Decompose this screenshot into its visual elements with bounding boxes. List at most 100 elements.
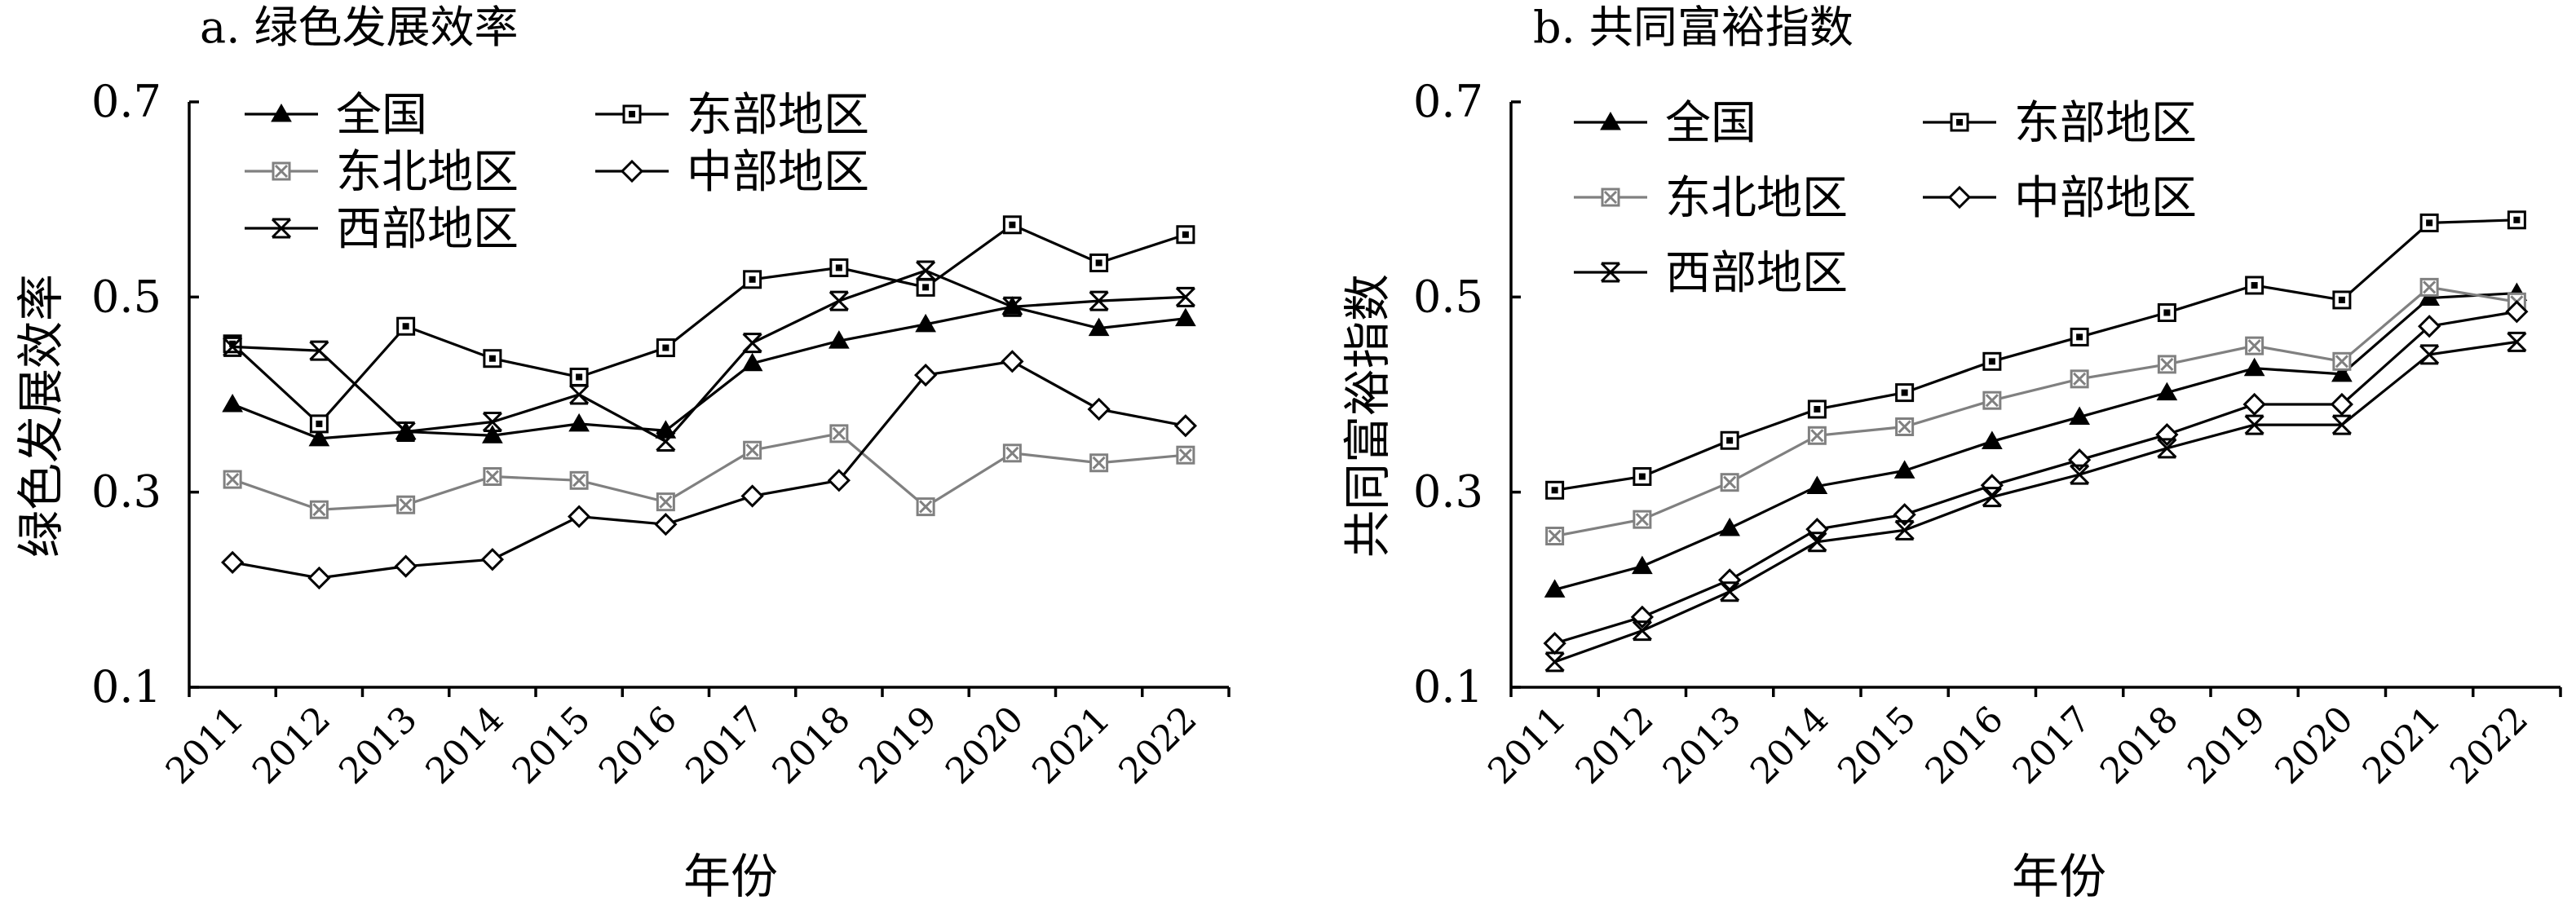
y-axis-label: 绿色发展效率 (13, 274, 68, 558)
data-point (394, 554, 418, 578)
x-axis-label: 年份 (2012, 849, 2106, 904)
series-2 (223, 424, 1195, 519)
data-point (2331, 363, 2353, 382)
data-point (2419, 287, 2440, 307)
data-point (829, 258, 849, 277)
data-point (2419, 277, 2439, 297)
data-point (1175, 307, 1196, 327)
data-point (568, 505, 591, 528)
data-point (223, 336, 243, 357)
data-point (568, 413, 590, 432)
series-2 (1545, 277, 2526, 546)
x-tick-label: 2020 (938, 699, 1032, 792)
data-point (2507, 331, 2527, 352)
series-1 (1545, 210, 2526, 500)
y-tick-label: 0.1 (91, 661, 161, 713)
series-line (1554, 291, 2517, 591)
data-point (915, 313, 936, 333)
data-point (2418, 315, 2441, 338)
data-point (743, 440, 762, 460)
data-point (742, 333, 762, 354)
legend-marker (1600, 111, 1621, 130)
x-tick-label: 2011 (158, 699, 252, 792)
data-point (483, 467, 502, 487)
data-point (1002, 215, 1022, 235)
series-line (232, 269, 1186, 443)
data-point (2070, 327, 2089, 346)
data-point (1807, 532, 1827, 553)
data-point (482, 412, 502, 433)
legend-label: 中部地区 (687, 146, 869, 199)
data-point (2157, 438, 2177, 459)
legend-marker (271, 218, 292, 239)
y-tick-label: 0.3 (1413, 466, 1483, 518)
data-point (309, 340, 329, 361)
y-tick-label: 0.7 (1413, 76, 1483, 127)
x-tick-label: 2019 (2180, 699, 2273, 792)
x-tick-label: 2022 (2442, 699, 2536, 792)
data-point (916, 277, 935, 297)
x-tick-label: 2012 (1567, 699, 1661, 792)
data-point (395, 421, 416, 442)
data-point (2505, 300, 2529, 324)
x-tick-label: 2021 (2355, 699, 2449, 792)
data-point (2244, 414, 2264, 435)
x-tick-label: 2015 (505, 699, 599, 792)
series-line (1554, 340, 2517, 664)
data-point (1176, 225, 1195, 245)
data-point (656, 492, 675, 512)
legend-item: 东部地区 (1923, 97, 2197, 150)
x-tick-label: 2019 (851, 699, 945, 792)
series-line (232, 223, 1186, 426)
data-point (1545, 480, 1565, 500)
data-point (1632, 555, 1653, 575)
data-point (480, 548, 504, 571)
legend-label: 全国 (336, 89, 427, 142)
data-point (1895, 417, 1915, 436)
data-point (1633, 510, 1652, 529)
legend-label: 东部地区 (687, 89, 869, 142)
data-point (1980, 474, 2004, 497)
data-point (308, 427, 330, 447)
data-point (2332, 290, 2352, 310)
legend-marker (272, 161, 291, 181)
data-point (2069, 406, 2090, 426)
data-point (1088, 317, 1110, 337)
data-point (656, 430, 676, 452)
legend-label: 东部地区 (2014, 97, 2197, 150)
legend-label: 西部地区 (336, 203, 519, 256)
data-point (309, 414, 329, 434)
data-point (1718, 568, 1742, 592)
x-tick-label: 2020 (2267, 699, 2361, 792)
data-point (1545, 527, 1565, 546)
x-tick-label: 2017 (2005, 699, 2099, 792)
y-tick-label: 0.1 (1413, 661, 1483, 713)
legend-marker (1600, 262, 1621, 283)
legend-label: 西部地区 (1665, 247, 1848, 300)
legend-label: 中部地区 (2014, 172, 2197, 225)
series-line (1554, 310, 2517, 645)
series-line (1554, 285, 2517, 538)
data-point (569, 384, 590, 405)
data-point (1982, 487, 2002, 508)
data-point (2070, 369, 2089, 389)
data-point (828, 290, 849, 311)
legend-item: 东北地区 (245, 146, 519, 199)
y-tick-label: 0.5 (91, 271, 161, 322)
legend-marker (622, 104, 642, 124)
legend-marker (620, 159, 644, 183)
data-point (2332, 351, 2352, 371)
series-line (1554, 218, 2517, 492)
data-point (916, 497, 935, 517)
data-point (1089, 453, 1109, 473)
legend-item: 中部地区 (595, 146, 869, 199)
y-tick-label: 0.5 (1413, 271, 1483, 322)
data-point (1982, 351, 2002, 371)
data-point (1173, 414, 1197, 438)
y-tick-label: 0.3 (91, 466, 161, 518)
data-point (1002, 296, 1023, 317)
series-4 (223, 260, 1195, 452)
data-point (1720, 473, 1739, 492)
